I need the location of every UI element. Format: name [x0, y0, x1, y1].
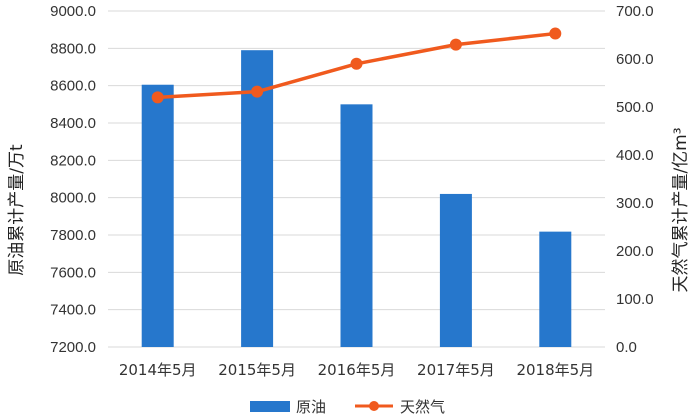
left-tick-label: 7800.0	[50, 227, 96, 244]
legend-swatch-oil	[250, 401, 290, 412]
legend: 原油 天然气	[250, 398, 445, 416]
x-tick-label: 2015年5月	[218, 361, 296, 379]
x-tick-label: 2017年5月	[417, 361, 495, 379]
point-gas	[350, 57, 363, 70]
left-tick-label: 8000.0	[50, 190, 96, 207]
point-gas	[151, 91, 164, 104]
bar-oil	[439, 193, 472, 347]
bar-oil	[539, 231, 572, 347]
legend-swatch-gas-marker	[369, 401, 379, 411]
right-tick-label: 700.0	[616, 3, 654, 20]
x-tick-label: 2014年5月	[119, 361, 197, 379]
right-axis-title: 天然气累计产量/亿m³	[671, 127, 691, 292]
right-tick-label: 200.0	[616, 243, 654, 260]
left-tick-label: 8200.0	[50, 152, 96, 169]
x-axis-ticks: 2014年5月 2015年5月 2016年5月 2017年5月 2018年5月	[119, 361, 594, 379]
left-axis-ticks: 7200.0 7400.0 7600.0 7800.0 8000.0 8200.0 8400…	[50, 3, 96, 356]
x-tick-label: 2018年5月	[516, 361, 594, 379]
right-tick-label: 300.0	[616, 195, 654, 212]
x-tick-label: 2016年5月	[318, 361, 396, 379]
left-tick-label: 7400.0	[50, 302, 96, 319]
right-tick-label: 0.0	[616, 339, 637, 356]
left-tick-label: 9000.0	[50, 3, 96, 20]
bar-oil	[340, 104, 373, 347]
left-tick-label: 8600.0	[50, 78, 96, 95]
point-gas	[549, 27, 562, 40]
line-series	[151, 27, 562, 104]
legend-label-oil: 原油	[296, 398, 326, 416]
legend-label-gas: 天然气	[400, 398, 445, 416]
right-tick-label: 100.0	[616, 291, 654, 308]
right-tick-label: 600.0	[616, 51, 654, 68]
point-gas	[449, 38, 462, 51]
point-gas	[251, 85, 264, 98]
bar-oil	[241, 50, 274, 347]
left-tick-label: 8400.0	[50, 115, 96, 132]
right-tick-label: 400.0	[616, 147, 654, 164]
right-tick-label: 500.0	[616, 99, 654, 116]
right-axis-ticks: 0.0 100.0 200.0 300.0 400.0 500.0 600.0 700.0	[616, 3, 654, 356]
bars	[141, 50, 572, 347]
left-tick-label: 7600.0	[50, 264, 96, 281]
bar-oil	[141, 84, 174, 347]
left-tick-label: 8800.0	[50, 40, 96, 57]
left-tick-label: 7200.0	[50, 339, 96, 356]
left-axis-title: 原油累计产量/万t	[7, 144, 27, 276]
